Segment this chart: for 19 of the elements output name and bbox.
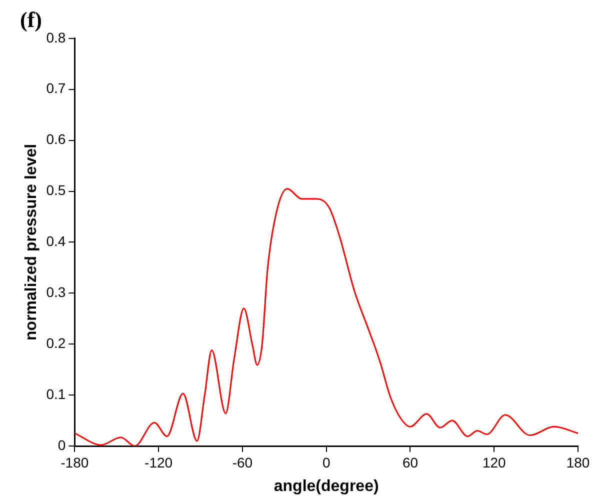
y-tick-label: 0.8 xyxy=(46,29,66,46)
x-axis-title: angle(degree) xyxy=(274,478,379,495)
y-tick-label: 0.1 xyxy=(46,386,66,402)
y-tick-label: 0.3 xyxy=(46,284,66,300)
y-tick-label: 0 xyxy=(58,436,66,453)
x-tick-label: -180 xyxy=(60,454,89,470)
x-tick-label: 180 xyxy=(566,454,590,470)
y-axis-title: normalized pressure level xyxy=(23,144,40,340)
x-tick-label: 60 xyxy=(402,454,418,470)
chart-title: (f) xyxy=(20,6,42,32)
x-tick-label: -60 xyxy=(232,454,253,470)
x-tick-label: -120 xyxy=(144,454,173,470)
x-tick-label: 0 xyxy=(322,454,330,470)
y-tick-label: 0.4 xyxy=(46,233,66,250)
x-tick-label: 120 xyxy=(482,454,506,470)
y-tick-label: 0.6 xyxy=(46,131,66,148)
y-tick-label: 0.5 xyxy=(46,182,66,198)
y-tick-label: 0.7 xyxy=(46,80,66,96)
y-tick-label: 0.2 xyxy=(46,334,66,351)
